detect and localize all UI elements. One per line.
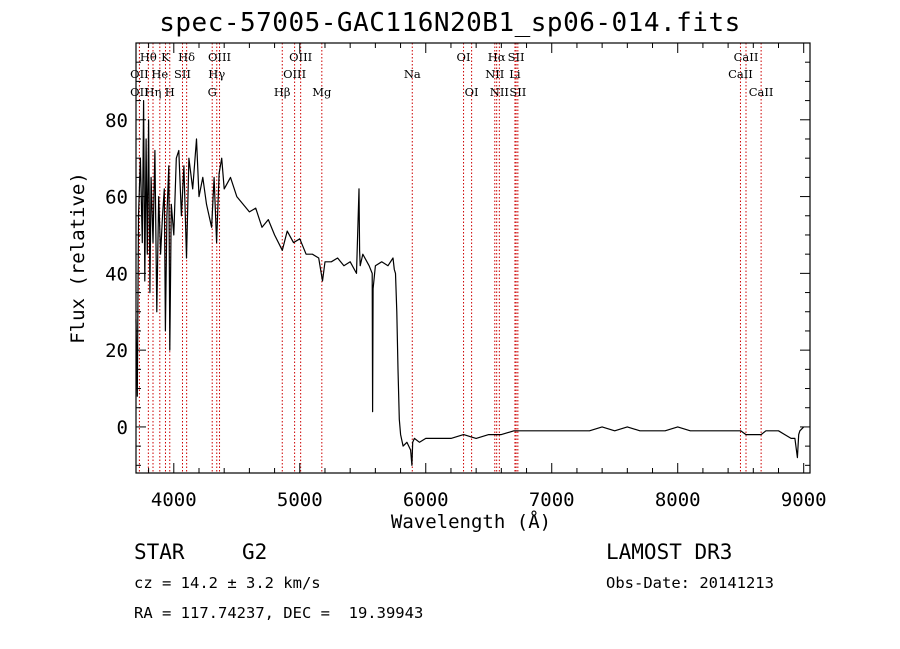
spectrum-series-group (135, 99, 805, 466)
spectrum-line (135, 99, 805, 466)
line-label: SII (508, 50, 525, 64)
observation-date: Obs-Date: 20141213 (606, 574, 774, 592)
line-label: Hβ (274, 85, 291, 99)
y-tick-label: 20 (105, 340, 128, 362)
y-tick-label: 80 (105, 110, 128, 132)
line-label: NII (485, 67, 504, 81)
line-label: H (165, 85, 175, 99)
chart-title: spec-57005-GAC116N20B1_sp06-014.fits (159, 8, 741, 38)
line-label: SII (174, 67, 191, 81)
line-label: SII (509, 85, 526, 99)
redshift-value: cz = 14.2 ± 3.2 km/s (134, 574, 321, 592)
x-tick-label: 5000 (277, 489, 323, 511)
line-label: CaII (749, 85, 774, 99)
spectral-line-markers (138, 43, 762, 473)
line-label: OI (457, 50, 471, 64)
line-label: OIII (208, 50, 231, 64)
line-label: CaII (734, 50, 759, 64)
line-label: Li (509, 67, 521, 81)
line-label: G (208, 85, 217, 99)
line-label: OII (130, 85, 149, 99)
object-subclass: G2 (242, 540, 268, 564)
plot-frame (135, 42, 811, 474)
x-tick-label: 4000 (151, 489, 197, 511)
y-tick-label: 0 (117, 417, 128, 439)
line-label: OII (130, 67, 149, 81)
line-label: He (151, 67, 168, 81)
x-axis-label: Wavelength (Å) (391, 510, 551, 533)
coordinates: RA = 117.74237, DEC = 19.39943 (134, 604, 424, 622)
x-tick-label: 7000 (529, 489, 575, 511)
line-label: Hδ (178, 50, 195, 64)
line-label: Hθ (140, 50, 157, 64)
x-tick-label: 8000 (655, 489, 701, 511)
survey-name: LAMOST DR3 (606, 540, 733, 564)
line-label: NII (490, 85, 509, 99)
line-label: Hα (488, 50, 506, 64)
x-tick-label: 6000 (403, 489, 449, 511)
y-axis-label: Flux (relative) (67, 172, 89, 344)
line-label: OIII (283, 67, 306, 81)
line-label: Na (404, 67, 421, 81)
line-label: Mg (312, 85, 332, 99)
x-axis-ticks: 4000 5000 6000 7000 8000 9000 (148, 43, 827, 511)
y-axis-ticks: 0 20 40 60 80 (105, 61, 810, 466)
line-label: Hη (145, 85, 162, 99)
object-class: STAR (134, 540, 185, 564)
y-tick-label: 40 (105, 263, 128, 285)
y-tick-label: 60 (105, 187, 128, 209)
line-label: K (161, 50, 170, 64)
line-label: OI (465, 85, 479, 99)
line-label: Hγ (208, 67, 225, 81)
line-label: CaII (728, 67, 753, 81)
line-label: OIII (289, 50, 312, 64)
x-tick-label: 9000 (781, 489, 827, 511)
